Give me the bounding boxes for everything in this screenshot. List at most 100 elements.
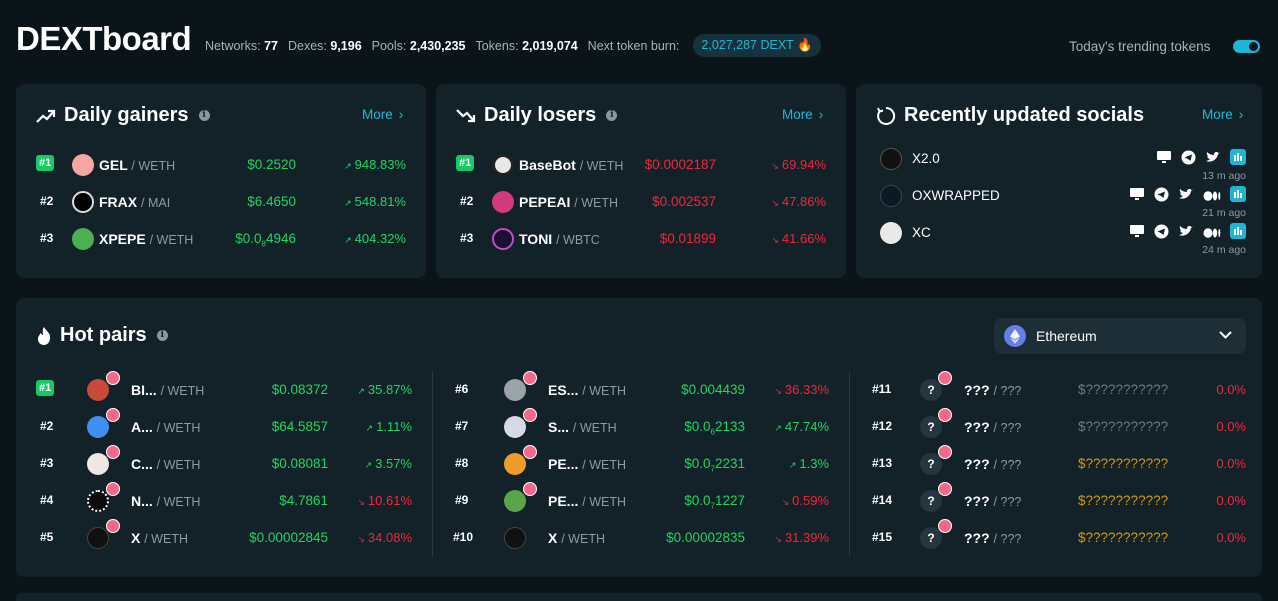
loser-row[interactable]: #1 BaseBot / WETH $0.0002187 ↘ 69.94% bbox=[456, 154, 828, 178]
hot-pair-row[interactable]: #4 N... / WETH $4.7861 ↘ 10.61% bbox=[36, 482, 414, 514]
twitter-icon[interactable] bbox=[1205, 151, 1221, 169]
token-price: $??????????? bbox=[1078, 456, 1169, 471]
social-row[interactable]: OXWRAPPED 21 m ago bbox=[880, 183, 1246, 219]
gainer-row[interactable]: #1 GEL / WETH $0.2520 ↗ 948.83% bbox=[36, 154, 408, 178]
info-icon[interactable]: i bbox=[156, 330, 168, 341]
stat-dexes: Dexes: 9,196 bbox=[287, 38, 362, 53]
token-name: X / WETH bbox=[131, 530, 188, 546]
next-section-card-edge bbox=[16, 593, 1262, 601]
token-price: $??????????? bbox=[1078, 530, 1169, 545]
rank-label: #14 bbox=[872, 493, 893, 507]
token-name: ES... / WETH bbox=[548, 382, 626, 398]
column-divider bbox=[432, 372, 433, 556]
token-price: $0.08372 bbox=[271, 382, 328, 397]
loser-row[interactable]: #2 PEPEAI / WETH $0.002537 ↘ 47.86% bbox=[456, 191, 828, 215]
token-change: ↗ 1.11% bbox=[365, 419, 412, 434]
daily-gainers-title: Daily gainers i bbox=[36, 104, 210, 127]
medium-icon[interactable] bbox=[1203, 225, 1221, 243]
token-icon bbox=[87, 453, 109, 475]
token-price: $0.00002845 bbox=[249, 530, 328, 545]
dextools-icon[interactable] bbox=[1230, 186, 1246, 207]
info-icon[interactable]: i bbox=[198, 110, 210, 121]
token-name: X / WETH bbox=[548, 530, 605, 546]
arrow-down-icon: ↘ bbox=[357, 497, 365, 507]
token-change: ↘ 10.61% bbox=[357, 493, 412, 508]
hot-pair-row[interactable]: #11 ? ??? / ??? $??????????? 0.0% bbox=[871, 371, 1246, 403]
token-price: $0.08081 bbox=[271, 456, 328, 471]
token-icon bbox=[504, 453, 526, 475]
token-name: ??? / ??? bbox=[964, 456, 1022, 472]
dextools-icon[interactable] bbox=[1230, 223, 1246, 244]
social-row[interactable]: X2.0 13 m ago bbox=[880, 146, 1246, 182]
hot-pair-row[interactable]: #7 S... / WETH $0.062133 ↗ 47.74% bbox=[453, 408, 831, 440]
hot-pair-row[interactable]: #9 PE... / WETH $0.071227 ↘ 0.59% bbox=[453, 482, 831, 514]
trending-label: Today's trending tokens bbox=[1069, 39, 1211, 54]
rank-label: #13 bbox=[872, 456, 893, 470]
info-icon[interactable]: i bbox=[606, 110, 618, 121]
hot-pair-row[interactable]: #14 ? ??? / ??? $??????????? 0.0% bbox=[871, 482, 1246, 514]
gainers-more-link[interactable]: More › bbox=[362, 107, 404, 122]
alert-badge-icon bbox=[523, 445, 537, 459]
token-name: GEL / WETH bbox=[99, 157, 176, 173]
trending-toggle[interactable] bbox=[1233, 40, 1260, 53]
social-row[interactable]: XC 24 m ago bbox=[880, 220, 1246, 256]
telegram-icon[interactable] bbox=[1181, 150, 1196, 170]
arrow-up-icon: ↗ bbox=[344, 161, 352, 171]
telegram-icon[interactable] bbox=[1154, 187, 1169, 207]
rank-label: #3 bbox=[40, 231, 54, 245]
token-change: 0.0% bbox=[1216, 493, 1246, 508]
rank-label: #2 bbox=[460, 194, 474, 208]
platform-stats: Networks: 77 Dexes: 9,196 Pools: 2,430,2… bbox=[205, 34, 821, 57]
token-change: ↘ 0.59% bbox=[781, 493, 829, 508]
social-updated-time: 24 m ago bbox=[1202, 244, 1246, 256]
token-icon bbox=[504, 379, 526, 401]
hot-pair-row[interactable]: #10 X / WETH $0.00002835 ↘ 31.39% bbox=[453, 527, 831, 551]
arrow-down-icon: ↘ bbox=[357, 534, 365, 544]
twitter-icon[interactable] bbox=[1178, 225, 1194, 243]
hot-pair-row[interactable]: #6 ES... / WETH $0.004439 ↘ 36.33% bbox=[453, 371, 831, 403]
token-change: ↘ 69.94% bbox=[771, 157, 826, 172]
hot-pair-row[interactable]: #3 C... / WETH $0.08081 ↗ 3.57% bbox=[36, 445, 414, 477]
social-token-name: OXWRAPPED bbox=[912, 188, 1000, 203]
hot-pair-row[interactable]: #15 ? ??? / ??? $??????????? 0.0% bbox=[871, 519, 1246, 551]
twitter-icon[interactable] bbox=[1178, 188, 1194, 206]
hot-pair-row[interactable]: #12 ? ??? / ??? $??????????? 0.0% bbox=[871, 408, 1246, 440]
website-icon[interactable] bbox=[1156, 150, 1172, 169]
hot-pair-row[interactable]: #1 BI... / WETH $0.08372 ↗ 35.87% bbox=[36, 371, 414, 403]
website-icon[interactable] bbox=[1129, 187, 1145, 206]
alert-badge-icon bbox=[106, 445, 120, 459]
arrow-down-icon: ↘ bbox=[771, 235, 779, 245]
alert-badge-icon bbox=[938, 408, 952, 422]
telegram-icon[interactable] bbox=[1154, 224, 1169, 244]
logo[interactable]: DEXTboard bbox=[16, 20, 192, 57]
unknown-token-icon: ? bbox=[920, 379, 942, 401]
arrow-up-icon: ↗ bbox=[788, 460, 797, 470]
gainer-row[interactable]: #3 XPEPE / WETH $0.084946 ↗ 404.32% bbox=[36, 228, 408, 252]
social-links bbox=[1120, 223, 1246, 244]
token-x2-icon bbox=[880, 148, 902, 170]
token-name: S... / WETH bbox=[548, 419, 617, 435]
rank-label: #5 bbox=[40, 530, 54, 544]
token-price: $0.084946 bbox=[235, 231, 296, 249]
losers-more-link[interactable]: More › bbox=[782, 107, 824, 122]
alert-badge-icon bbox=[106, 408, 120, 422]
medium-icon[interactable] bbox=[1203, 188, 1221, 206]
dextools-icon[interactable] bbox=[1230, 149, 1246, 170]
hot-pair-row[interactable]: #8 PE... / WETH $0.072231 ↗ 1.3% bbox=[453, 445, 831, 477]
rank-label: #6 bbox=[455, 382, 469, 396]
arrow-up-icon: ↗ bbox=[344, 198, 352, 208]
burn-amount-pill[interactable]: 2,027,287 DEXT 🔥 bbox=[693, 34, 821, 57]
token-name: FRAX / MAI bbox=[99, 194, 171, 210]
network-select[interactable]: Ethereum bbox=[994, 318, 1246, 354]
hot-pair-row[interactable]: #5 X / WETH $0.00002845 ↘ 34.08% bbox=[36, 519, 414, 551]
gainer-row[interactable]: #2 FRAX / MAI $6.4650 ↗ 548.81% bbox=[36, 191, 408, 215]
website-icon[interactable] bbox=[1129, 224, 1145, 243]
hot-pair-row[interactable]: #2 A... / WETH $64.5857 ↗ 1.11% bbox=[36, 408, 414, 440]
token-icon bbox=[87, 490, 109, 512]
column-divider bbox=[849, 372, 850, 556]
socials-more-link[interactable]: More › bbox=[1202, 107, 1244, 122]
hot-pair-row[interactable]: #13 ? ??? / ??? $??????????? 0.0% bbox=[871, 445, 1246, 477]
rank-label: #15 bbox=[872, 530, 893, 544]
loser-row[interactable]: #3 TONI / WBTC $0.01899 ↘ 41.66% bbox=[456, 228, 828, 252]
alert-badge-icon bbox=[106, 371, 120, 385]
